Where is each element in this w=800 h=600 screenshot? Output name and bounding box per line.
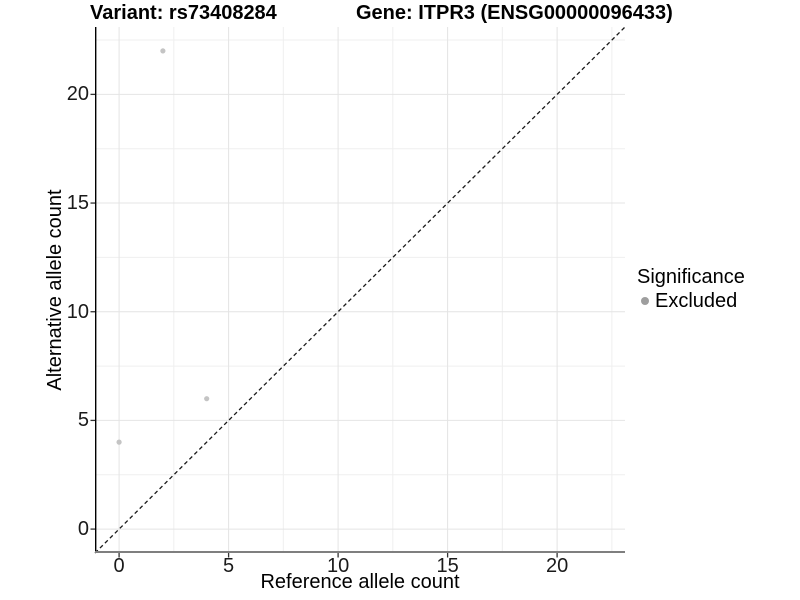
- y-tick-label: 15: [66, 192, 89, 215]
- x-tick-label: 20: [545, 555, 569, 577]
- plot-panel: [90, 26, 626, 558]
- x-tick-label: 15: [436, 555, 459, 577]
- legend-item-excluded: Excluded: [637, 290, 745, 312]
- y-tick-label: 0: [77, 518, 89, 541]
- y-tick-label: 10: [66, 300, 89, 323]
- variant-title: Variant: rs73408284: [90, 2, 277, 24]
- legend-title: Significance: [637, 266, 745, 288]
- data-point: [204, 396, 210, 402]
- legend-point-icon: [641, 297, 649, 305]
- y-tick-label: 5: [77, 409, 89, 432]
- gene-title: Gene: ITPR3 (ENSG00000096433): [356, 2, 673, 24]
- legend-item-label: Excluded: [655, 290, 738, 312]
- x-tick-label: 0: [113, 555, 125, 577]
- y-axis-title: Alternative allele count: [44, 189, 66, 391]
- data-point: [160, 48, 166, 54]
- identity-reference-line: [94, 26, 626, 554]
- x-axis-title: Reference allele count: [260, 571, 460, 593]
- y-tick-label: 20: [66, 83, 89, 106]
- x-tick-label: 5: [223, 555, 235, 577]
- data-point: [116, 439, 122, 445]
- legend: Significance Excluded: [637, 266, 745, 312]
- x-tick-label: 10: [326, 555, 350, 577]
